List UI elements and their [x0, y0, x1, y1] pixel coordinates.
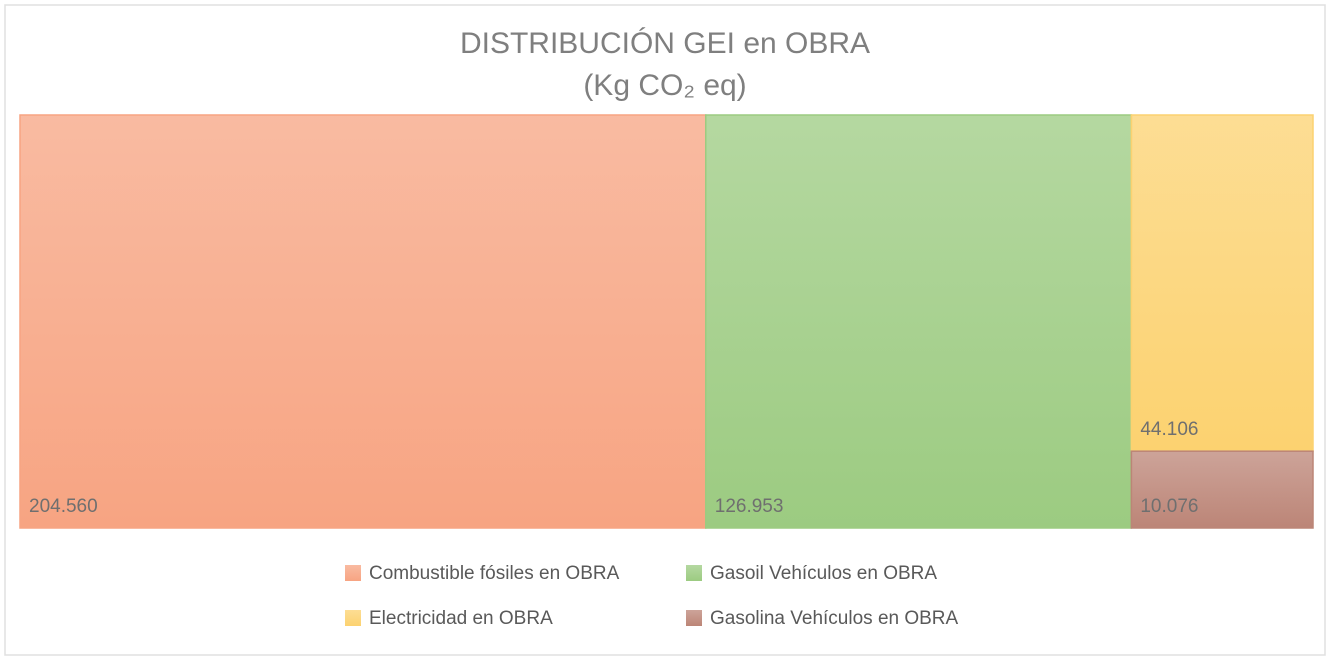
legend-swatch [686, 610, 702, 626]
legend-item: Combustible fósiles en OBRA [345, 563, 620, 584]
legend-label: Gasoil Vehículos en OBRA [710, 563, 937, 584]
treemap-tile [1130, 114, 1314, 452]
treemap-tile [19, 114, 707, 529]
treemap-tile [1130, 450, 1314, 529]
treemap-tile [705, 114, 1133, 529]
legend-item: Electricidad en OBRA [345, 608, 553, 629]
legend-swatch [345, 610, 361, 626]
value-label: 126.953 [715, 496, 784, 517]
legend-label: Gasolina Vehículos en OBRA [710, 608, 959, 629]
legend-item: Gasolina Vehículos en OBRA [686, 608, 959, 629]
legend-item: Gasoil Vehículos en OBRA [686, 563, 937, 584]
chart-subtitle: (Kg CO₂ eq) [583, 69, 746, 102]
value-label: 10.076 [1140, 496, 1198, 517]
legend-label: Electricidad en OBRA [369, 608, 553, 629]
legend-label: Combustible fósiles en OBRA [369, 563, 620, 584]
value-label: 44.106 [1140, 419, 1198, 440]
legend-swatch [345, 565, 361, 581]
chart-title: DISTRIBUCIÓN GEI en OBRA [460, 27, 870, 60]
legend-swatch [686, 565, 702, 581]
value-label: 204.560 [29, 496, 98, 517]
